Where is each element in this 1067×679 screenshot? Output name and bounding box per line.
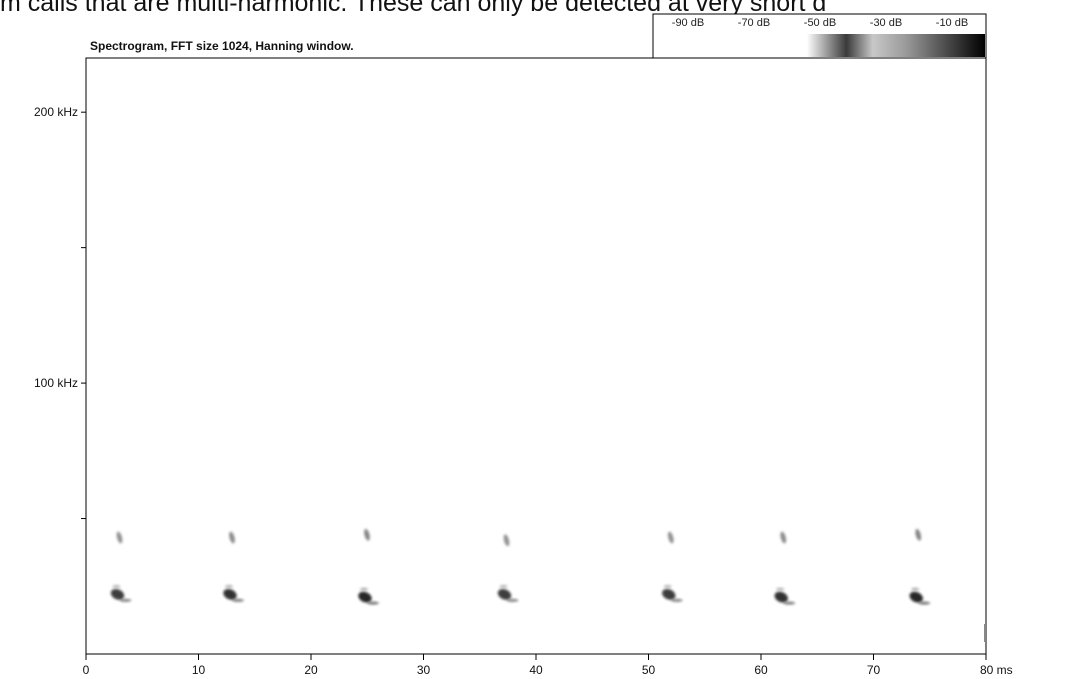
call-tail — [506, 598, 519, 603]
call-fundamental — [662, 588, 676, 600]
call-harmonic — [364, 528, 370, 541]
colorbar-label: -10 dB — [936, 17, 968, 29]
call-upper-fragment — [663, 584, 672, 588]
y-tick-label: 100 kHz — [34, 376, 78, 390]
x-tick-label: 0 — [83, 663, 90, 677]
call-upper-fragment — [112, 584, 121, 588]
call-harmonic — [667, 531, 674, 544]
x-tick-label: 80 ms — [980, 663, 1013, 677]
call-upper-fragment — [911, 587, 920, 591]
x-tick-label: 60 — [754, 663, 768, 677]
call-mark — [223, 531, 244, 603]
x-tick-label: 20 — [304, 663, 318, 677]
colorbar-label: -90 dB — [672, 17, 704, 29]
plot-area — [85, 57, 987, 655]
call-fundamental — [909, 591, 923, 603]
x-tick-label: 10 — [192, 663, 206, 677]
call-fundamental — [774, 591, 788, 603]
y-tick-label: 200 kHz — [34, 105, 78, 119]
call-tail — [119, 598, 132, 603]
call-harmonic — [915, 528, 922, 541]
colorbar-label: -70 dB — [738, 17, 770, 29]
call-fundamental — [497, 588, 512, 600]
call-tail — [670, 598, 683, 603]
call-tail — [918, 601, 931, 605]
x-tick-label: 50 — [642, 663, 656, 677]
call-tail — [367, 601, 379, 605]
call-harmonic — [229, 531, 235, 544]
call-mark — [909, 528, 931, 605]
call-fundamental — [110, 588, 125, 600]
call-mark — [110, 531, 132, 603]
call-mark — [497, 534, 519, 603]
call-upper-fragment — [776, 587, 785, 591]
call-fundamental — [223, 588, 237, 600]
call-upper-fragment — [225, 584, 233, 588]
call-harmonic — [780, 531, 787, 544]
call-upper-fragment — [499, 584, 508, 588]
y-axis: 100 kHz 200 kHz — [34, 105, 86, 520]
x-tick-label: 30 — [417, 663, 431, 677]
call-tail — [232, 598, 244, 603]
x-axis: 0 10 20 30 40 50 60 70 80 ms — [83, 654, 1013, 677]
colorbar-gradient — [655, 34, 985, 57]
call-harmonic — [503, 534, 510, 547]
x-tick-label: 40 — [529, 663, 543, 677]
call-harmonic — [116, 531, 123, 544]
colorbar-label: -30 dB — [870, 17, 902, 29]
colorbar-label: -50 dB — [804, 17, 836, 29]
call-mark — [774, 531, 796, 605]
colorbar: -90 dB -70 dB -50 dB -30 dB -10 dB — [652, 13, 987, 59]
call-mark — [358, 528, 379, 605]
caption-line: m calls that are multi-harmonic. These c… — [0, 0, 827, 17]
chart-title: Spectrogram, FFT size 1024, Hanning wind… — [90, 39, 354, 53]
call-upper-fragment — [360, 587, 368, 591]
call-mark — [662, 531, 683, 603]
call-tail — [783, 601, 796, 605]
x-tick-label: 70 — [867, 663, 881, 677]
call-fundamental — [358, 591, 372, 603]
